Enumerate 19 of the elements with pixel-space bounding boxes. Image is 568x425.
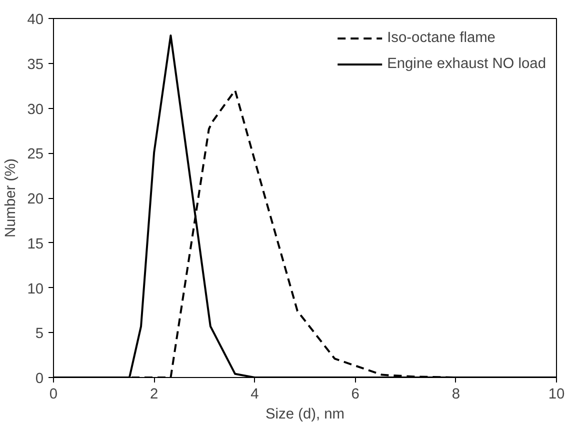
y-tick-label: 5 bbox=[35, 326, 44, 342]
x-tick-label: 8 bbox=[452, 386, 460, 402]
y-tick-label: 20 bbox=[27, 192, 44, 208]
y-tick-label: 10 bbox=[27, 281, 44, 298]
y-tick-label: 40 bbox=[27, 12, 44, 28]
y-tick-label: 25 bbox=[27, 146, 44, 163]
x-tick-label: 10 bbox=[548, 386, 565, 402]
y-tick-label: 15 bbox=[27, 236, 44, 252]
x-tick-label: 6 bbox=[351, 386, 360, 402]
y-tick-label: 30 bbox=[27, 102, 44, 118]
x-tick-label: 0 bbox=[49, 386, 58, 402]
y-tick-label: 35 bbox=[27, 56, 44, 73]
x-tick-label: 4 bbox=[250, 386, 259, 402]
x-tick-label: 2 bbox=[150, 386, 158, 402]
legend-label: Engine exhaust NO load bbox=[387, 56, 546, 72]
y-tick-label: 0 bbox=[35, 371, 44, 387]
y-axis-title: Number (%) bbox=[3, 158, 20, 238]
x-axis-title: Size (d), nm bbox=[266, 406, 344, 422]
legend-label: Iso-octane flame bbox=[387, 30, 496, 46]
